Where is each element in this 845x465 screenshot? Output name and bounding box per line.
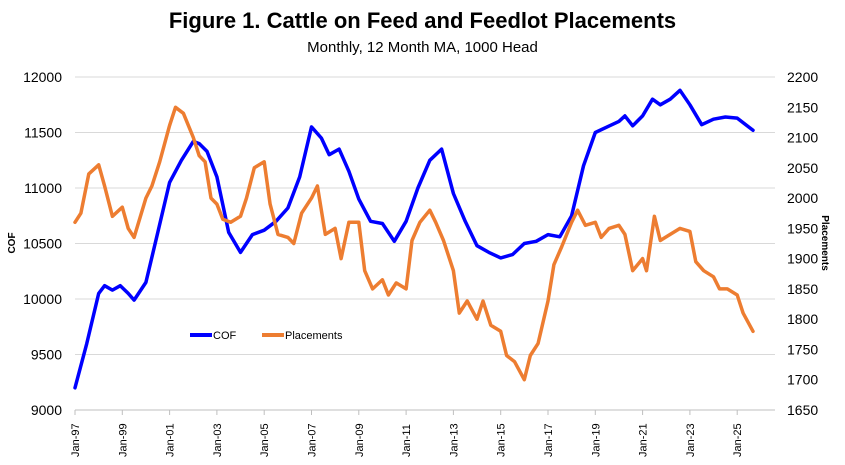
x-tick-label: Jan-15 <box>496 423 508 457</box>
y-tick-label: 11000 <box>24 180 62 196</box>
chart-title: Figure 1. Cattle on Feed and Feedlot Pla… <box>168 8 677 33</box>
x-tick-label: Jan-13 <box>448 423 460 457</box>
y-tick-label: 9500 <box>31 347 62 363</box>
y2-tick-label: 1650 <box>787 402 818 418</box>
x-tick-label: Jan-99 <box>117 423 129 457</box>
x-tick-label: Jan-17 <box>543 423 555 457</box>
y-tick-label: 9000 <box>31 402 62 418</box>
chart-subtitle: Monthly, 12 Month MA, 1000 Head <box>307 39 538 56</box>
x-tick-label: Jan-09 <box>354 423 366 457</box>
y2-axis-label: Placements <box>819 215 830 271</box>
x-tick-label: Jan-19 <box>590 423 602 457</box>
y2-tick-label: 1900 <box>787 251 818 267</box>
y2-tick-label: 2000 <box>787 190 818 206</box>
x-tick-label: Jan-23 <box>685 423 697 457</box>
x-tick-label: Jan-97 <box>70 423 82 457</box>
legend-label-placements: Placements <box>285 330 343 342</box>
y2-tick-label: 1800 <box>787 311 818 327</box>
x-tick-label: Jan-01 <box>165 423 177 457</box>
x-tick-label: Jan-11 <box>401 424 413 457</box>
y2-tick-label: 2050 <box>787 160 818 176</box>
x-tick-label: Jan-25 <box>732 423 744 457</box>
y2-tick-label: 1850 <box>787 281 818 297</box>
y2-tick-label: 1750 <box>787 341 818 357</box>
x-tick-label: Jan-21 <box>638 423 650 457</box>
x-tick-label: Jan-07 <box>307 423 319 457</box>
y2-tick-label: 2150 <box>787 99 818 115</box>
y-axis-label: COF <box>7 232 18 253</box>
y2-tick-label: 1700 <box>787 372 818 388</box>
y-tick-label: 11500 <box>24 125 62 141</box>
y-tick-label: 10500 <box>23 236 62 252</box>
y-tick-label: 10000 <box>23 291 62 307</box>
y2-tick-label: 1950 <box>787 220 818 236</box>
series-line-cof <box>73 88 755 390</box>
series-line-placements <box>73 105 755 382</box>
y2-tick-label: 2100 <box>787 130 818 146</box>
x-tick-label: Jan-03 <box>212 423 224 457</box>
x-tick-label: Jan-05 <box>259 423 271 457</box>
y2-tick-label: 2200 <box>787 69 818 85</box>
y-tick-label: 12000 <box>23 69 62 85</box>
legend-label-cof: COF <box>213 330 237 342</box>
